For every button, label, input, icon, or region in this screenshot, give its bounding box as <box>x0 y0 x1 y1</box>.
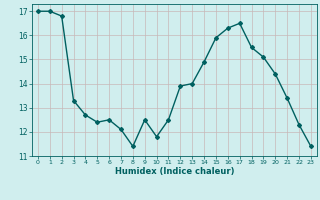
X-axis label: Humidex (Indice chaleur): Humidex (Indice chaleur) <box>115 167 234 176</box>
